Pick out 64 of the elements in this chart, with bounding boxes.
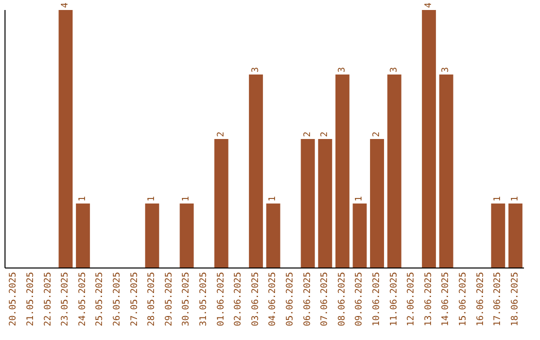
x-tick-label: 01.06.2025 — [216, 272, 226, 326]
bar — [145, 204, 160, 268]
x-tick-label: 06.06.2025 — [302, 272, 313, 326]
x-tick-label: 24.05.2025 — [78, 272, 88, 326]
data-label: 1 — [493, 196, 504, 202]
bar — [387, 74, 402, 268]
x-tick-label: 29.05.2025 — [164, 272, 174, 326]
bar — [439, 74, 454, 268]
x-tick-label: 15.06.2025 — [458, 272, 468, 326]
x-tick-label: 17.06.2025 — [493, 272, 504, 326]
x-tick-label: 21.05.2025 — [26, 272, 36, 326]
data-label: 1 — [78, 196, 88, 202]
bar — [370, 139, 384, 268]
x-tick-label: 25.05.2025 — [95, 272, 106, 326]
data-label: 2 — [372, 132, 382, 137]
bar — [58, 10, 73, 268]
bar — [352, 204, 367, 268]
x-tick-label: 20.05.2025 — [8, 272, 19, 326]
x-tick-label: 03.06.2025 — [250, 272, 261, 326]
data-label: 4 — [60, 2, 71, 8]
x-tick-label: 16.06.2025 — [476, 272, 486, 326]
data-label: 1 — [354, 196, 365, 202]
x-tick-label: 27.05.2025 — [130, 272, 140, 326]
x-tick-label: 23.05.2025 — [60, 272, 71, 326]
x-tick-label: 12.06.2025 — [406, 272, 417, 326]
data-label: 1 — [268, 196, 278, 202]
x-tick-label: 02.06.2025 — [234, 272, 244, 326]
x-tick-label: 22.05.2025 — [43, 272, 54, 326]
bar — [335, 74, 350, 268]
data-label: 2 — [216, 132, 226, 137]
x-tick-label: 05.06.2025 — [285, 272, 296, 326]
bar — [214, 139, 228, 268]
x-tick-label: 18.06.2025 — [510, 272, 520, 326]
data-label: 3 — [441, 67, 452, 72]
data-label: 3 — [337, 67, 348, 72]
x-tick-label: 13.06.2025 — [424, 272, 434, 326]
data-label: 1 — [510, 196, 520, 202]
x-tick-label: 14.06.2025 — [441, 272, 452, 326]
bar — [180, 204, 194, 268]
bar — [266, 204, 280, 268]
bar — [508, 204, 522, 268]
data-label: 1 — [182, 196, 192, 202]
bar — [76, 204, 90, 268]
bar — [248, 74, 263, 268]
data-label: 3 — [250, 67, 261, 72]
data-label: 2 — [302, 132, 313, 137]
x-tick-label: 04.06.2025 — [268, 272, 278, 326]
x-tick-label: 07.06.2025 — [320, 272, 330, 326]
x-tick-label: 30.05.2025 — [182, 272, 192, 326]
bar — [318, 139, 332, 268]
bar — [422, 10, 436, 268]
bar — [300, 139, 315, 268]
x-tick-label: 10.06.2025 — [372, 272, 382, 326]
data-label: 2 — [320, 132, 330, 137]
bar — [491, 204, 506, 268]
x-tick-label: 28.05.2025 — [147, 272, 158, 326]
x-tick-label: 31.05.2025 — [198, 272, 209, 326]
data-label: 4 — [424, 2, 434, 8]
x-tick-label: 26.05.2025 — [112, 272, 122, 326]
data-label: 1 — [147, 196, 158, 202]
x-tick-label: 08.06.2025 — [337, 272, 348, 326]
data-label: 3 — [389, 67, 400, 72]
x-tick-label: 09.06.2025 — [354, 272, 365, 326]
x-tick-label: 11.06.2025 — [389, 272, 400, 326]
